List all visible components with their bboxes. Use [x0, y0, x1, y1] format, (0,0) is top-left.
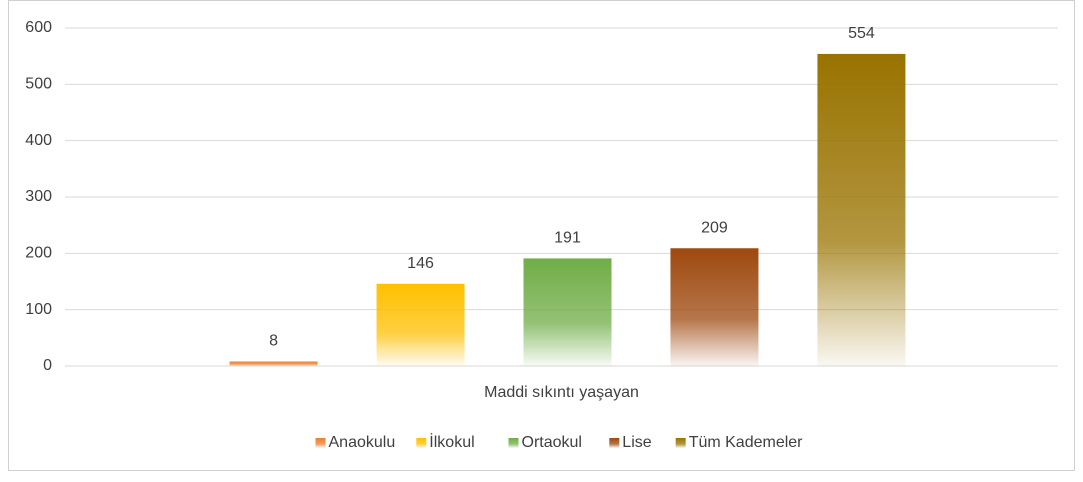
- y-tick-label: 600: [25, 19, 52, 36]
- value-label: 8: [269, 333, 278, 350]
- legend-swatch: [675, 438, 686, 448]
- y-tick-label: 400: [25, 132, 52, 149]
- x-tick-label: Maddi sıkıntı yaşayan: [484, 384, 639, 401]
- legend-label: Anaokulu: [329, 434, 396, 451]
- value-label: 191: [554, 230, 581, 247]
- bar: [670, 248, 759, 366]
- legend-swatch: [508, 438, 519, 448]
- y-tick-label: 500: [25, 76, 52, 93]
- legend-swatch: [315, 438, 326, 448]
- legend-label: Ortaokul: [522, 434, 582, 451]
- legend-label: İlkokul: [429, 432, 474, 451]
- legend-swatch: [609, 438, 620, 448]
- bar: [523, 258, 612, 366]
- y-tick-label: 300: [25, 188, 52, 205]
- bar: [376, 283, 465, 366]
- y-tick-label: 200: [25, 245, 52, 262]
- y-tick-label: 0: [43, 357, 52, 374]
- bar: [817, 53, 906, 367]
- value-label: 146: [407, 255, 434, 272]
- value-label: 554: [848, 25, 875, 42]
- y-tick-label: 100: [25, 301, 52, 318]
- legend-swatch: [416, 438, 427, 448]
- bar: [229, 361, 318, 366]
- legend-label: Tüm Kademeler: [689, 434, 803, 451]
- value-label: 209: [701, 219, 728, 236]
- legend-label: Lise: [622, 434, 651, 451]
